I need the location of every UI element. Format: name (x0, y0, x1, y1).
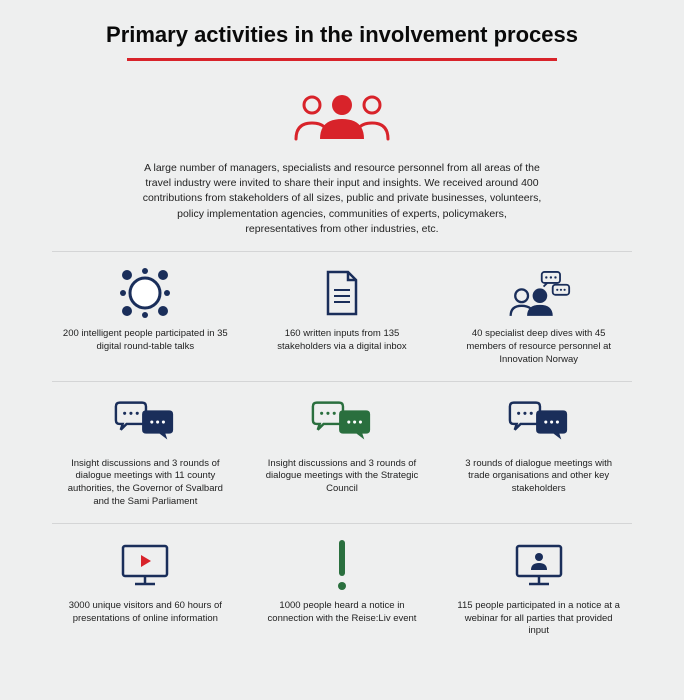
hero-description: A large number of managers, specialists … (142, 161, 542, 237)
page-title: Primary activities in the involvement pr… (52, 22, 632, 48)
chat-bubbles-navy-icon (113, 396, 177, 450)
activity-cell: 3000 unique visitors and 60 hours of pre… (52, 538, 239, 638)
activity-row: 200 intelligent people participated in 3… (52, 266, 632, 366)
activity-cell: 200 intelligent people participated in 3… (52, 266, 239, 366)
roundtable-icon (113, 266, 177, 320)
divider (52, 523, 632, 524)
activity-text: 3000 unique visitors and 60 hours of pre… (60, 600, 230, 626)
activity-text: 3 rounds of dialogue meetings with trade… (454, 458, 624, 496)
people-group-icon (282, 91, 402, 151)
exclamation-icon (310, 538, 374, 592)
activity-cell: 40 specialist deep dives with 45 members… (445, 266, 632, 366)
title-underline (127, 58, 557, 61)
chat-bubbles-green-icon (310, 396, 374, 450)
activity-text: 1000 people heard a notice in connection… (257, 600, 427, 626)
activity-text: Insight discussions and 3 rounds of dial… (60, 458, 230, 509)
activity-cell: 3 rounds of dialogue meetings with trade… (445, 396, 632, 509)
hero-section: A large number of managers, specialists … (52, 91, 632, 237)
chat-bubbles-navy-icon (507, 396, 571, 450)
activity-row: 3000 unique visitors and 60 hours of pre… (52, 538, 632, 638)
monitor-video-icon (113, 538, 177, 592)
divider (52, 381, 632, 382)
activity-cell: Insight discussions and 3 rounds of dial… (52, 396, 239, 509)
activity-cell: Insight discussions and 3 rounds of dial… (249, 396, 436, 509)
activity-text: 115 people participated in a notice at a… (454, 600, 624, 638)
activity-row: Insight discussions and 3 rounds of dial… (52, 396, 632, 509)
document-icon (310, 266, 374, 320)
activity-cell: 160 written inputs from 135 stakeholders… (249, 266, 436, 366)
activity-text: 40 specialist deep dives with 45 members… (454, 328, 624, 366)
monitor-webinar-icon (507, 538, 571, 592)
activity-cell: 115 people participated in a notice at a… (445, 538, 632, 638)
activity-text: 160 written inputs from 135 stakeholders… (257, 328, 427, 354)
activity-cell: 1000 people heard a notice in connection… (249, 538, 436, 638)
specialists-chat-icon (507, 266, 571, 320)
divider (52, 251, 632, 252)
activity-text: 200 intelligent people participated in 3… (60, 328, 230, 354)
activity-text: Insight discussions and 3 rounds of dial… (257, 458, 427, 496)
